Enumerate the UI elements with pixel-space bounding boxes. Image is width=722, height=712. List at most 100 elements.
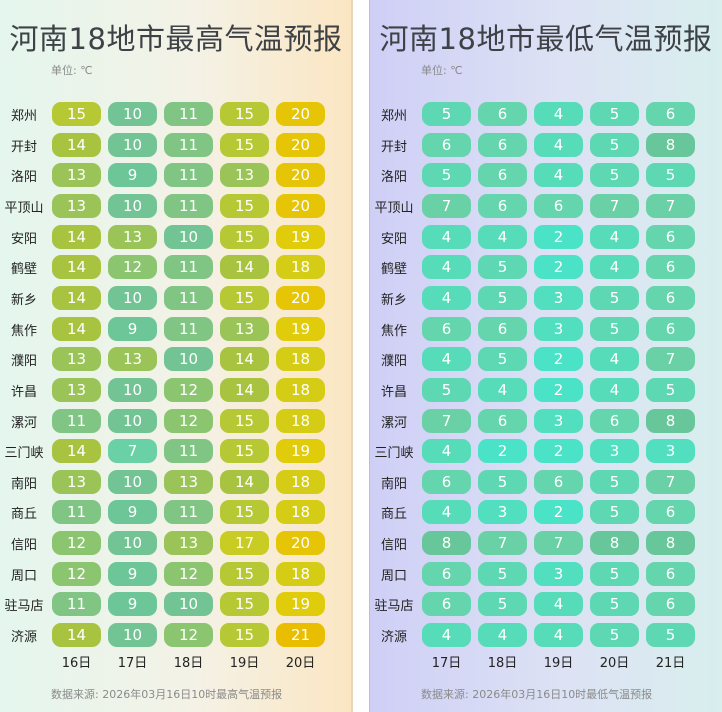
city-label: 信阳 xyxy=(10,538,37,554)
temp-cell: 6 xyxy=(422,592,471,617)
city-label: 开封 xyxy=(380,139,407,155)
panel-divider xyxy=(351,0,353,712)
temp-cell: 20 xyxy=(276,285,325,310)
temp-cell: 14 xyxy=(52,255,101,280)
temp-cell: 8 xyxy=(646,132,695,157)
temp-cell: 20 xyxy=(276,193,325,218)
city-label: 商丘 xyxy=(380,507,407,523)
city-label: 三门峡 xyxy=(374,446,414,462)
city-label: 开封 xyxy=(10,139,37,155)
city-label: 周口 xyxy=(10,568,37,584)
temp-cell: 11 xyxy=(164,439,213,464)
temp-cell: 18 xyxy=(276,469,325,494)
temp-cell: 6 xyxy=(646,102,695,126)
temp-cell: 6 xyxy=(646,285,695,310)
temp-cell: 10 xyxy=(108,531,157,556)
temp-cell: 6 xyxy=(422,561,471,586)
temp-cell: 3 xyxy=(646,439,695,464)
temp-cell: 7 xyxy=(646,193,695,218)
temp-cell: 13 xyxy=(164,469,213,494)
city-label: 许昌 xyxy=(10,384,37,400)
temp-cell: 6 xyxy=(534,193,583,218)
temp-cell: 5 xyxy=(590,163,639,188)
temp-cell: 5 xyxy=(590,316,639,341)
temp-cell: 4 xyxy=(422,224,471,249)
temp-cell: 14 xyxy=(52,623,101,648)
city-label: 鹤壁 xyxy=(380,262,407,278)
temp-cell: 6 xyxy=(478,132,527,157)
temp-cell: 7 xyxy=(646,469,695,494)
temp-cell: 2 xyxy=(478,439,527,464)
temp-cell: 15 xyxy=(220,561,269,586)
temp-cell: 14 xyxy=(52,316,101,341)
temp-cell: 4 xyxy=(422,285,471,310)
temp-cell: 11 xyxy=(164,102,213,126)
temp-cell: 5 xyxy=(478,561,527,586)
temp-cell: 6 xyxy=(646,255,695,280)
city-label: 漯河 xyxy=(380,415,407,431)
temp-cell: 5 xyxy=(422,163,471,188)
date-label: 20日 xyxy=(599,656,630,671)
temp-cell: 4 xyxy=(590,347,639,372)
city-label: 郑州 xyxy=(380,109,407,124)
temp-cell: 8 xyxy=(646,531,695,556)
temp-cell: 4 xyxy=(422,623,471,648)
high-temp-panel: 河南18地市最高气温预报 单位: ℃ 郑州 15 10 11 15 20 开封 14 10 11 1… xyxy=(0,0,352,712)
temp-cell: 15 xyxy=(220,408,269,433)
city-label: 驻马店 xyxy=(374,599,414,615)
temp-cell: 2 xyxy=(534,377,583,402)
city-label: 信阳 xyxy=(380,538,407,554)
temp-cell: 6 xyxy=(646,561,695,586)
temp-cell: 9 xyxy=(108,592,157,617)
high-temp-source: 数据来源: 2026年03月16日10时最高气温预报 xyxy=(51,688,283,701)
date-label: 17日 xyxy=(431,656,462,671)
temp-cell: 12 xyxy=(164,408,213,433)
temp-cell: 5 xyxy=(646,623,695,648)
temp-cell: 4 xyxy=(590,224,639,249)
temp-cell: 4 xyxy=(422,500,471,525)
temp-cell: 15 xyxy=(220,500,269,525)
temp-cell: 13 xyxy=(52,163,101,188)
temp-cell: 11 xyxy=(164,500,213,525)
temp-cell: 18 xyxy=(276,561,325,586)
city-label: 漯河 xyxy=(10,415,37,431)
temp-cell: 9 xyxy=(108,500,157,525)
temp-cell: 11 xyxy=(164,132,213,157)
temp-cell: 5 xyxy=(646,163,695,188)
temp-cell: 11 xyxy=(52,408,101,433)
city-label: 三门峡 xyxy=(4,446,44,462)
temp-cell: 5 xyxy=(422,102,471,126)
temp-cell: 6 xyxy=(422,316,471,341)
temp-cell: 14 xyxy=(52,439,101,464)
temp-cell: 5 xyxy=(590,592,639,617)
temp-cell: 14 xyxy=(52,285,101,310)
temp-cell: 6 xyxy=(478,316,527,341)
temp-cell: 20 xyxy=(276,163,325,188)
temp-cell: 17 xyxy=(220,531,269,556)
temp-cell: 13 xyxy=(52,377,101,402)
temp-cell: 19 xyxy=(276,316,325,341)
temp-cell: 6 xyxy=(478,163,527,188)
city-label: 南阳 xyxy=(380,476,407,492)
temp-cell: 6 xyxy=(646,224,695,249)
temp-cell: 4 xyxy=(534,592,583,617)
temp-cell: 4 xyxy=(534,102,583,126)
city-label: 周口 xyxy=(380,568,407,584)
temp-cell: 12 xyxy=(164,561,213,586)
temp-cell: 4 xyxy=(422,347,471,372)
date-label: 16日 xyxy=(61,656,92,671)
temp-cell: 12 xyxy=(108,255,157,280)
temp-cell: 11 xyxy=(164,285,213,310)
temp-cell: 10 xyxy=(108,102,157,126)
temp-cell: 13 xyxy=(52,347,101,372)
temp-cell: 4 xyxy=(422,439,471,464)
temp-cell: 5 xyxy=(590,102,639,126)
temp-cell: 3 xyxy=(534,285,583,310)
temp-cell: 9 xyxy=(108,561,157,586)
temp-cell: 4 xyxy=(422,255,471,280)
temp-cell: 18 xyxy=(276,377,325,402)
temp-cell: 14 xyxy=(220,469,269,494)
temp-cell: 5 xyxy=(478,347,527,372)
temp-cell: 12 xyxy=(52,561,101,586)
temp-cell: 4 xyxy=(478,224,527,249)
